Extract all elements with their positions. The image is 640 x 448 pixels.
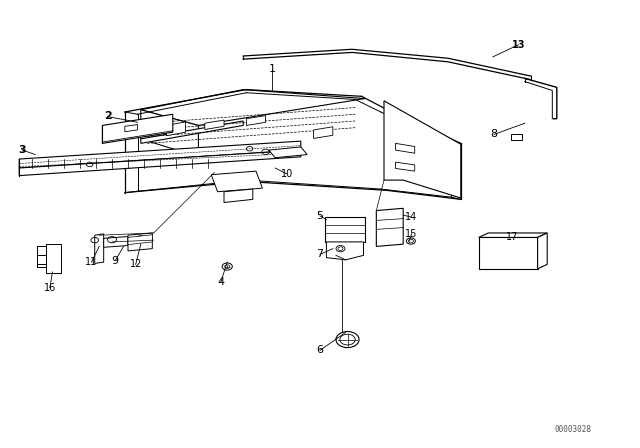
- Polygon shape: [19, 141, 301, 168]
- Text: 3: 3: [19, 145, 26, 155]
- Polygon shape: [128, 235, 152, 245]
- Text: 11: 11: [85, 257, 98, 267]
- Polygon shape: [326, 242, 364, 260]
- Text: 15: 15: [405, 229, 418, 239]
- Polygon shape: [125, 125, 138, 132]
- Text: 14: 14: [405, 212, 418, 222]
- Polygon shape: [205, 120, 224, 129]
- Text: 13: 13: [511, 40, 525, 50]
- Polygon shape: [95, 234, 104, 263]
- Text: 16: 16: [44, 283, 56, 293]
- Text: 12: 12: [129, 259, 142, 269]
- Text: 1: 1: [269, 65, 275, 74]
- Polygon shape: [246, 116, 266, 125]
- Polygon shape: [384, 101, 461, 198]
- Text: 2: 2: [104, 112, 111, 121]
- Text: 17: 17: [506, 232, 518, 241]
- Polygon shape: [224, 189, 253, 202]
- Polygon shape: [141, 121, 243, 143]
- Text: 9: 9: [111, 256, 119, 266]
- Text: 6: 6: [317, 345, 323, 355]
- Polygon shape: [19, 150, 301, 176]
- Polygon shape: [166, 122, 186, 136]
- Polygon shape: [396, 162, 415, 171]
- Polygon shape: [269, 147, 307, 158]
- Polygon shape: [104, 237, 128, 247]
- Text: 7: 7: [316, 250, 324, 259]
- Polygon shape: [511, 134, 522, 140]
- Polygon shape: [479, 233, 547, 237]
- Polygon shape: [141, 110, 198, 157]
- Text: 10: 10: [280, 169, 293, 179]
- Text: 5: 5: [317, 211, 323, 221]
- Polygon shape: [211, 171, 262, 192]
- Polygon shape: [102, 114, 173, 143]
- Polygon shape: [128, 233, 152, 251]
- Polygon shape: [396, 143, 415, 153]
- Polygon shape: [314, 127, 333, 138]
- Text: 00003028: 00003028: [554, 425, 591, 434]
- Polygon shape: [325, 217, 365, 242]
- Polygon shape: [479, 237, 538, 269]
- Polygon shape: [46, 244, 61, 273]
- Polygon shape: [376, 208, 403, 246]
- Text: 8: 8: [490, 129, 498, 139]
- Text: 4: 4: [217, 277, 225, 287]
- Polygon shape: [141, 90, 365, 125]
- Polygon shape: [538, 233, 547, 269]
